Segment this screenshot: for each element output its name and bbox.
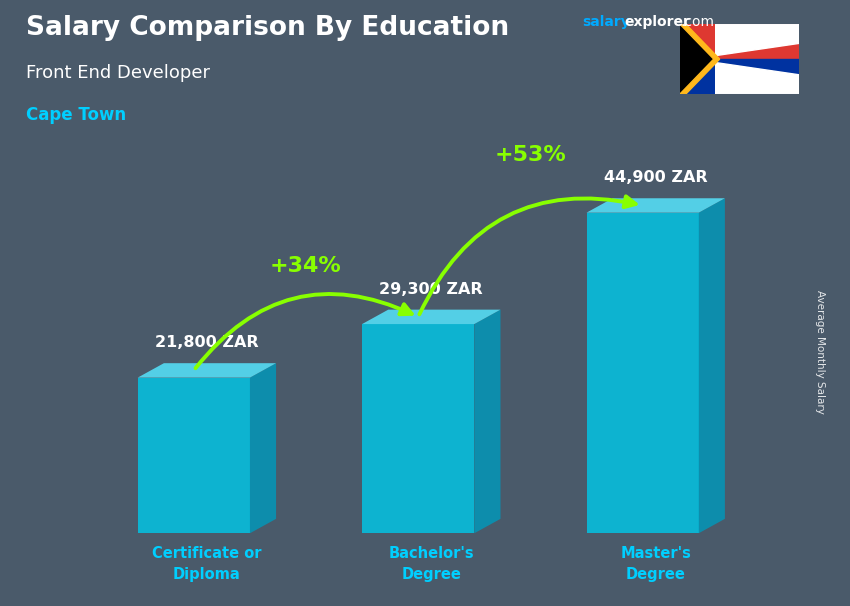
- Text: Cape Town: Cape Town: [26, 106, 126, 124]
- Text: 29,300 ZAR: 29,300 ZAR: [379, 282, 483, 297]
- Text: 44,900 ZAR: 44,900 ZAR: [604, 170, 707, 185]
- Polygon shape: [362, 310, 501, 324]
- Polygon shape: [680, 24, 714, 94]
- Polygon shape: [680, 24, 799, 94]
- Text: 21,800 ZAR: 21,800 ZAR: [155, 335, 258, 350]
- Text: Master's
Degree: Master's Degree: [620, 546, 691, 582]
- Text: explorer: explorer: [625, 15, 690, 29]
- Polygon shape: [138, 363, 276, 378]
- Polygon shape: [680, 59, 799, 94]
- Polygon shape: [680, 24, 799, 59]
- Polygon shape: [680, 24, 720, 94]
- Polygon shape: [250, 363, 276, 533]
- Text: Salary Comparison By Education: Salary Comparison By Education: [26, 15, 508, 41]
- Text: Front End Developer: Front End Developer: [26, 64, 209, 82]
- Text: salary: salary: [582, 15, 630, 29]
- Polygon shape: [699, 198, 725, 533]
- Polygon shape: [138, 378, 250, 533]
- Text: Bachelor's
Degree: Bachelor's Degree: [388, 546, 474, 582]
- Polygon shape: [474, 310, 501, 533]
- Polygon shape: [716, 24, 799, 56]
- Text: +53%: +53%: [495, 145, 566, 165]
- Polygon shape: [716, 62, 799, 94]
- Text: .com: .com: [680, 15, 714, 29]
- Polygon shape: [362, 324, 474, 533]
- Text: Certificate or
Diploma: Certificate or Diploma: [152, 546, 262, 582]
- Polygon shape: [586, 213, 699, 533]
- Polygon shape: [586, 198, 725, 213]
- Text: Average Monthly Salary: Average Monthly Salary: [815, 290, 825, 413]
- Text: +34%: +34%: [270, 256, 342, 276]
